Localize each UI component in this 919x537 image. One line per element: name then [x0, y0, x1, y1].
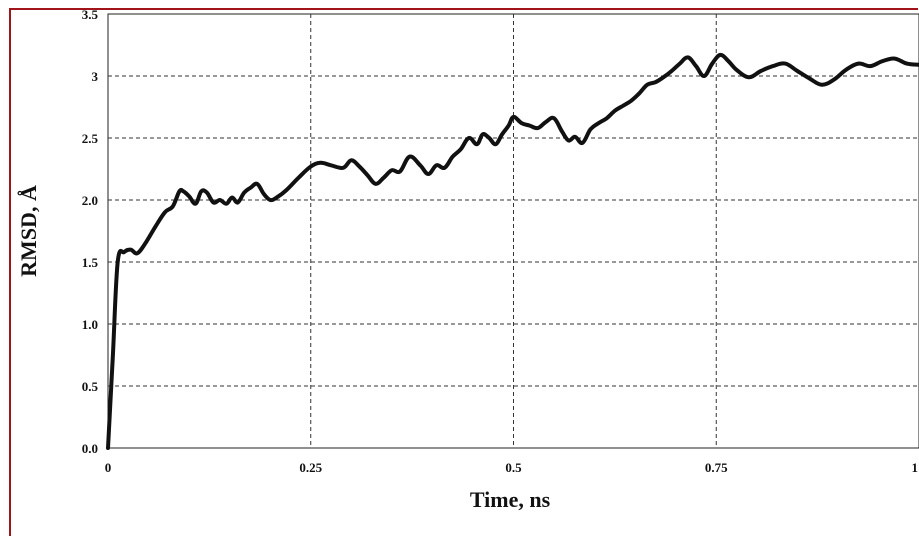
x-tick-label: 1	[912, 460, 919, 475]
y-tick-label: 3.5	[82, 7, 99, 22]
y-tick-label: 1.5	[82, 255, 99, 270]
x-tick-label: 0.25	[299, 460, 322, 475]
y-axis-title: RMSD, Å	[16, 185, 41, 277]
gridlines	[108, 14, 919, 448]
x-tick-label: 0.75	[705, 460, 728, 475]
x-tick-label: 0.5	[505, 460, 522, 475]
y-tick-labels: 0.0 0.5 1.0 1.5 2.0 2.5 3 3.5	[82, 7, 99, 456]
y-tick-label: 1.0	[82, 317, 98, 332]
x-tick-labels: 0 0.25 0.5 0.75 1	[105, 460, 918, 475]
y-tick-label: 0.0	[82, 441, 98, 456]
series-line	[106, 52, 919, 450]
x-axis-title: Time, ns	[470, 487, 551, 512]
y-tick-label: 2.0	[82, 193, 98, 208]
y-tick-label: 2.5	[82, 131, 99, 146]
y-tick-label: 0.5	[82, 379, 99, 394]
x-tick-label: 0	[105, 460, 112, 475]
y-tick-label: 3	[92, 69, 99, 84]
